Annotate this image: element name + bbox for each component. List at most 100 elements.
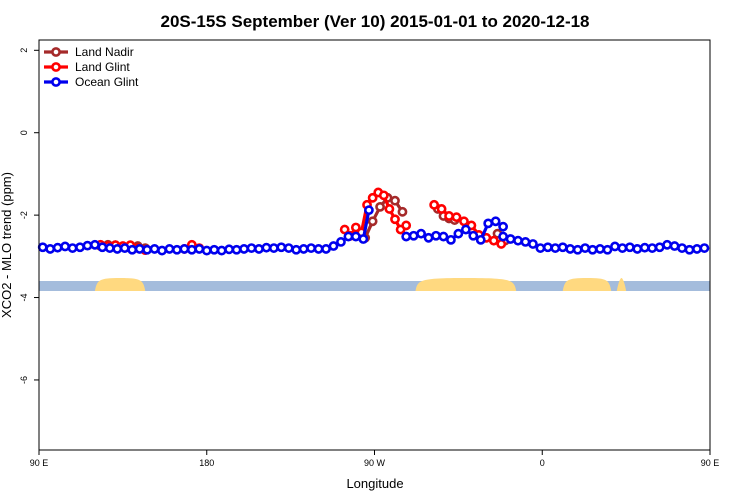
ocean-glint-point: [505, 234, 516, 244]
ocean-glint-point: [306, 243, 317, 253]
ocean-glint-point: [535, 243, 546, 253]
ocean-glint-point: [513, 235, 523, 246]
ocean-glint-point: [276, 242, 287, 253]
x-tick-label: 0: [540, 458, 545, 468]
ocean-glint-point: [254, 244, 264, 254]
ocean-glint-point: [328, 241, 339, 251]
ocean-glint-point: [194, 244, 205, 254]
ocean-glint-point: [104, 243, 115, 253]
ocean-glint-point: [283, 243, 294, 253]
land-nadir-point: [367, 216, 378, 227]
ocean-glint-point: [498, 231, 509, 242]
ocean-glint-point: [358, 234, 369, 244]
ocean-glint-point: [587, 244, 598, 255]
ocean-glint-point: [209, 244, 220, 255]
ocean-glint-point: [186, 244, 197, 255]
ocean-glint-point: [401, 231, 412, 242]
land-glint-point: [339, 224, 350, 235]
land-band-segment: [562, 278, 612, 291]
ocean-glint-point: [677, 243, 687, 253]
ocean-glint-point: [364, 205, 374, 216]
ocean-glint-point: [624, 242, 635, 253]
ocean-glint-point: [572, 244, 583, 255]
ocean-glint-point: [550, 243, 561, 253]
ocean-glint-point: [475, 234, 486, 245]
ocean-glint-point: [149, 244, 160, 254]
ocean-glint-point: [224, 244, 235, 255]
x-axis: 90 E 180 90 W 0 90 E: [30, 450, 720, 468]
ocean-glint-point: [164, 244, 175, 254]
ocean-glint-point: [520, 237, 531, 247]
land-glint-point: [429, 199, 440, 210]
land-glint-point: [488, 235, 499, 246]
land-glint-point: [459, 216, 469, 227]
y-tick-label: -6: [19, 376, 29, 384]
y-axis-label: XCO2 - MLO trend (ppm): [0, 172, 14, 318]
land-glint-point: [444, 211, 454, 221]
ocean-glint-point: [416, 228, 426, 239]
ocean-glint-point: [438, 231, 449, 242]
ocean-glint-point: [268, 243, 279, 253]
legend-label-ocean-glint: Ocean Glint: [75, 75, 139, 89]
ocean-glint-point: [321, 244, 331, 254]
legend-marker-land-nadir: [51, 47, 61, 57]
ocean-glint-point: [639, 242, 650, 253]
ocean-glint-point: [350, 231, 361, 242]
ocean-glint-point: [246, 243, 257, 253]
ocean-glint-point: [52, 242, 63, 253]
ocean-glint-point: [669, 241, 680, 251]
ocean-glint-point: [239, 244, 249, 254]
ocean-glint-point: [632, 244, 643, 254]
y-tick-label: 2: [19, 48, 29, 53]
y-axis: 2 0 -2 -4 -6: [19, 48, 39, 384]
land-band-segment: [94, 278, 146, 291]
ocean-glint-point: [565, 244, 576, 254]
ocean-glint-point: [37, 242, 48, 253]
ocean-glint-point: [142, 244, 153, 255]
x-tick-label: 90 W: [364, 458, 386, 468]
land-nadir-point: [390, 195, 400, 206]
ocean-glint-point: [119, 243, 130, 253]
ocean-glint-point: [261, 242, 272, 253]
ocean-glint-point: [595, 244, 605, 254]
ocean-glint-point: [45, 244, 56, 254]
ocean-glint-point: [201, 245, 212, 256]
land-glint-point: [451, 212, 462, 223]
legend-label-land-glint: Land Glint: [75, 60, 130, 74]
land-nadir-point: [397, 206, 408, 217]
ocean-glint-point: [179, 244, 190, 254]
ocean-glint-point: [662, 239, 673, 250]
x-tick-label: 90 E: [701, 458, 720, 468]
land-glint-point: [401, 220, 412, 231]
ocean-glint-point: [580, 243, 591, 253]
x-axis-label: Longitude: [346, 476, 403, 491]
ocean-glint-point: [446, 234, 456, 245]
ocean-glint-point: [75, 242, 85, 253]
ocean-glint-point: [343, 231, 354, 242]
chart-title: 20S-15S September (Ver 10) 2015-01-01 to…: [160, 12, 589, 31]
ocean-glint-point: [468, 230, 479, 241]
land-glint-point: [390, 214, 400, 225]
ocean-glint-point: [172, 244, 182, 255]
ocean-glint-point: [483, 218, 494, 229]
ocean-glint-point: [60, 241, 70, 252]
ocean-glint-point: [699, 243, 710, 253]
ocean-glint-point: [67, 243, 78, 253]
land-glint-point: [367, 192, 378, 203]
legend-marker-land-glint: [51, 62, 61, 72]
ocean-glint-point: [542, 242, 553, 253]
y-tick-label: -2: [19, 211, 29, 219]
land-glint-point: [384, 204, 395, 214]
ocean-glint-point: [453, 228, 464, 239]
land-glint-point: [350, 222, 361, 233]
x-tick-label: 180: [199, 458, 214, 468]
land-band-segment: [616, 278, 627, 291]
x-tick-label: 90 E: [30, 458, 49, 468]
ocean-glint-point: [610, 241, 620, 252]
land-glint-point: [436, 204, 447, 214]
ocean-glint-point: [97, 242, 108, 253]
ocean-glint-point: [90, 239, 100, 250]
ocean-glint-point: [490, 216, 501, 227]
